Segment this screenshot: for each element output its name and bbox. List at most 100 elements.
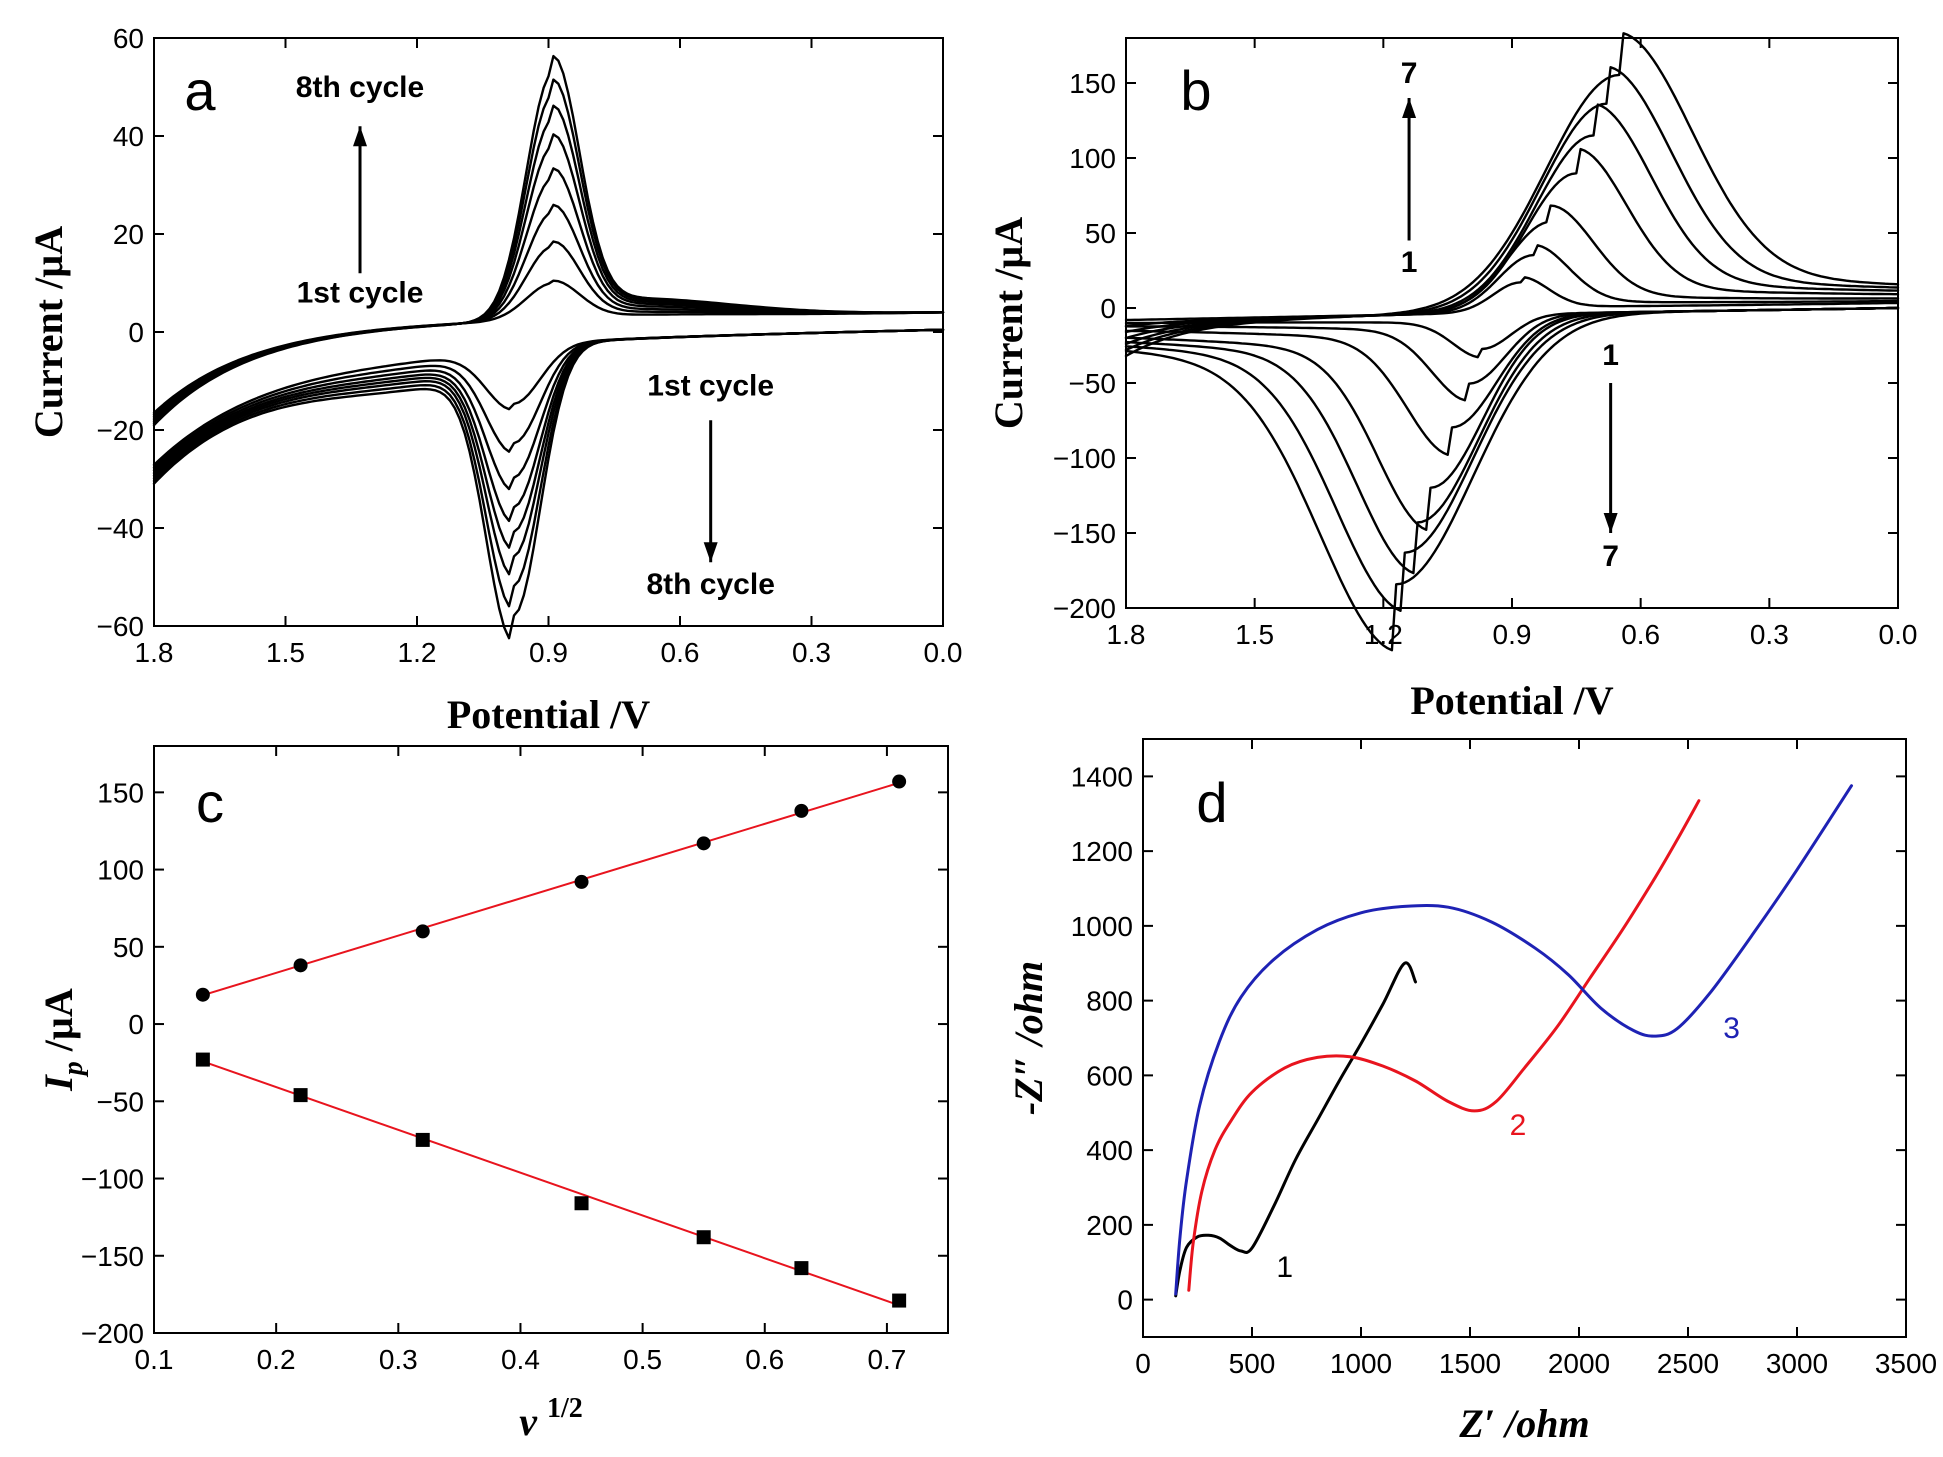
nyquist-curve xyxy=(1174,961,1417,1298)
series-label: 3 xyxy=(1723,1012,1740,1045)
x-tick-label: 0.9 xyxy=(529,637,568,668)
y-tick-label: 0 xyxy=(128,1009,144,1040)
x-axis-label: Potential /V xyxy=(1410,678,1613,723)
fit-line xyxy=(202,1060,900,1307)
data-point-square xyxy=(415,1132,430,1147)
arrow-down-head xyxy=(1603,513,1618,533)
data-point-circle xyxy=(293,958,308,973)
annotation-label: 8th cycle xyxy=(646,568,774,601)
y-tick-label: 1200 xyxy=(1071,836,1133,867)
x-axis-symbol: v xyxy=(519,1399,547,1444)
data-point-square xyxy=(696,1230,711,1245)
cv-curve-reduction xyxy=(152,328,945,640)
series-label: 2 xyxy=(1510,1109,1527,1142)
data-point-square xyxy=(195,1052,210,1067)
x-tick-label: 3000 xyxy=(1766,1348,1828,1379)
cv-curve-reduction xyxy=(1124,306,1900,652)
y-tick-label: −100 xyxy=(1053,443,1116,474)
y-axis-label: -Z″ /ohm xyxy=(1006,961,1051,1115)
cv-curve-oxidation xyxy=(1124,244,1900,328)
x-tick-label: 0.3 xyxy=(792,637,831,668)
y-tick-label: −40 xyxy=(97,513,145,544)
x-tick-label: 1.2 xyxy=(398,637,437,668)
y-tick-label: −50 xyxy=(97,1086,145,1117)
x-tick-label: 1.8 xyxy=(135,637,174,668)
panel-label: c xyxy=(196,771,224,834)
data-point-circle xyxy=(794,803,809,818)
x-tick-label: 0.7 xyxy=(867,1344,906,1375)
x-axis-label: Z′ /ohm xyxy=(1458,1401,1589,1446)
annotation-label: 1st cycle xyxy=(647,370,774,403)
y-tick-label: 100 xyxy=(97,855,144,886)
panel-a: 1.8 1.5 1.2 0.9 0.6 0.3 0.0 60 40 20 0 −20 −40 −60 a 8t… xyxy=(26,23,962,737)
y-axis-label: Ip /µA xyxy=(36,988,89,1092)
data-point-circle xyxy=(696,836,711,851)
x-tick-label: 0.6 xyxy=(1621,619,1660,650)
data-point-circle xyxy=(415,924,430,939)
x-tick-label: 2000 xyxy=(1548,1348,1610,1379)
y-tick-label: −150 xyxy=(81,1241,144,1272)
y-tick-label: −100 xyxy=(81,1164,144,1195)
x-tick-label: 1500 xyxy=(1439,1348,1501,1379)
y-tick-label: 50 xyxy=(113,932,144,963)
annotation-label: 1 xyxy=(1401,246,1418,279)
y-tick-label: 50 xyxy=(1085,218,1116,249)
y-tick-label: −200 xyxy=(81,1318,144,1349)
y-tick-label: 200 xyxy=(1086,1210,1133,1241)
y-axis-unit: /µA xyxy=(36,988,81,1061)
x-tick-label: 1000 xyxy=(1330,1348,1392,1379)
panel-label: d xyxy=(1196,771,1227,834)
y-tick-label: 0 xyxy=(1100,293,1116,324)
y-tick-label: 150 xyxy=(97,777,144,808)
y-tick-label: −60 xyxy=(97,611,145,642)
data-point-circle xyxy=(892,774,907,789)
y-tick-label: 1400 xyxy=(1071,761,1133,792)
y-tick-label: −20 xyxy=(97,415,145,446)
panel-label: b xyxy=(1180,59,1211,122)
cv-curve-oxidation xyxy=(1124,103,1900,346)
panel-label: a xyxy=(184,59,216,122)
y-tick-label: 60 xyxy=(113,23,144,54)
y-axis-label: Current /µA xyxy=(26,226,71,438)
fit-line xyxy=(202,781,900,997)
y-tick-label: 600 xyxy=(1086,1060,1133,1091)
cv-curve-oxidation xyxy=(1124,32,1900,358)
x-tick-label: 0.0 xyxy=(924,637,963,668)
x-tick-label: 500 xyxy=(1229,1348,1276,1379)
x-tick-label: 0 xyxy=(1135,1348,1151,1379)
x-tick-label: 0.6 xyxy=(661,637,700,668)
data-point-square xyxy=(293,1088,308,1103)
nyquist-curve xyxy=(1187,799,1701,1292)
y-tick-label: 40 xyxy=(113,121,144,152)
cv-curve-oxidation xyxy=(152,240,945,416)
x-tick-label: 0.3 xyxy=(379,1344,418,1375)
cv-curve-reduction xyxy=(1124,306,1900,531)
y-tick-label: 0 xyxy=(128,317,144,348)
data-point-square xyxy=(794,1261,809,1276)
y-tick-label: 100 xyxy=(1069,143,1116,174)
x-tick-label: 0.0 xyxy=(1879,619,1918,650)
y-axis-symbol: I xyxy=(36,1074,81,1092)
cv-curve-oxidation xyxy=(152,167,945,420)
panel-b: 1.8 1.5 1.2 0.9 0.6 0.3 0.0150100500−50−100−15… xyxy=(986,32,1918,723)
arrow-up-head xyxy=(1402,98,1417,118)
y-tick-label: 800 xyxy=(1086,986,1133,1017)
y-tick-label: −50 xyxy=(1069,368,1117,399)
cv-curve-oxidation xyxy=(152,78,945,425)
x-tick-label: 2500 xyxy=(1657,1348,1719,1379)
y-axis-subscript: p xyxy=(58,1061,89,1077)
x-tick-label: 0.4 xyxy=(501,1344,540,1375)
x-tick-label: 0.2 xyxy=(257,1344,296,1375)
annotation-label: 7 xyxy=(1401,57,1418,90)
annotation-label: 1st cycle xyxy=(297,277,424,310)
panel-d: 0 500 1000 1500 2000 2500 3000 3500 0 200 400 600 80… xyxy=(1006,738,1937,1446)
arrow-down-head xyxy=(703,542,718,563)
y-tick-label: 20 xyxy=(113,219,144,250)
y-axis-label: Current /µA xyxy=(986,217,1031,429)
panel-c: 0.1 0.2 0.3 0.4 0.5 0.6 0.7 150 100 50 0 −50 −100 −15… xyxy=(36,745,949,1444)
y-tick-label: 0 xyxy=(1117,1285,1133,1316)
x-tick-label: 0.1 xyxy=(135,1344,174,1375)
x-tick-label: 0.6 xyxy=(745,1344,784,1375)
y-tick-label: 150 xyxy=(1069,68,1116,99)
